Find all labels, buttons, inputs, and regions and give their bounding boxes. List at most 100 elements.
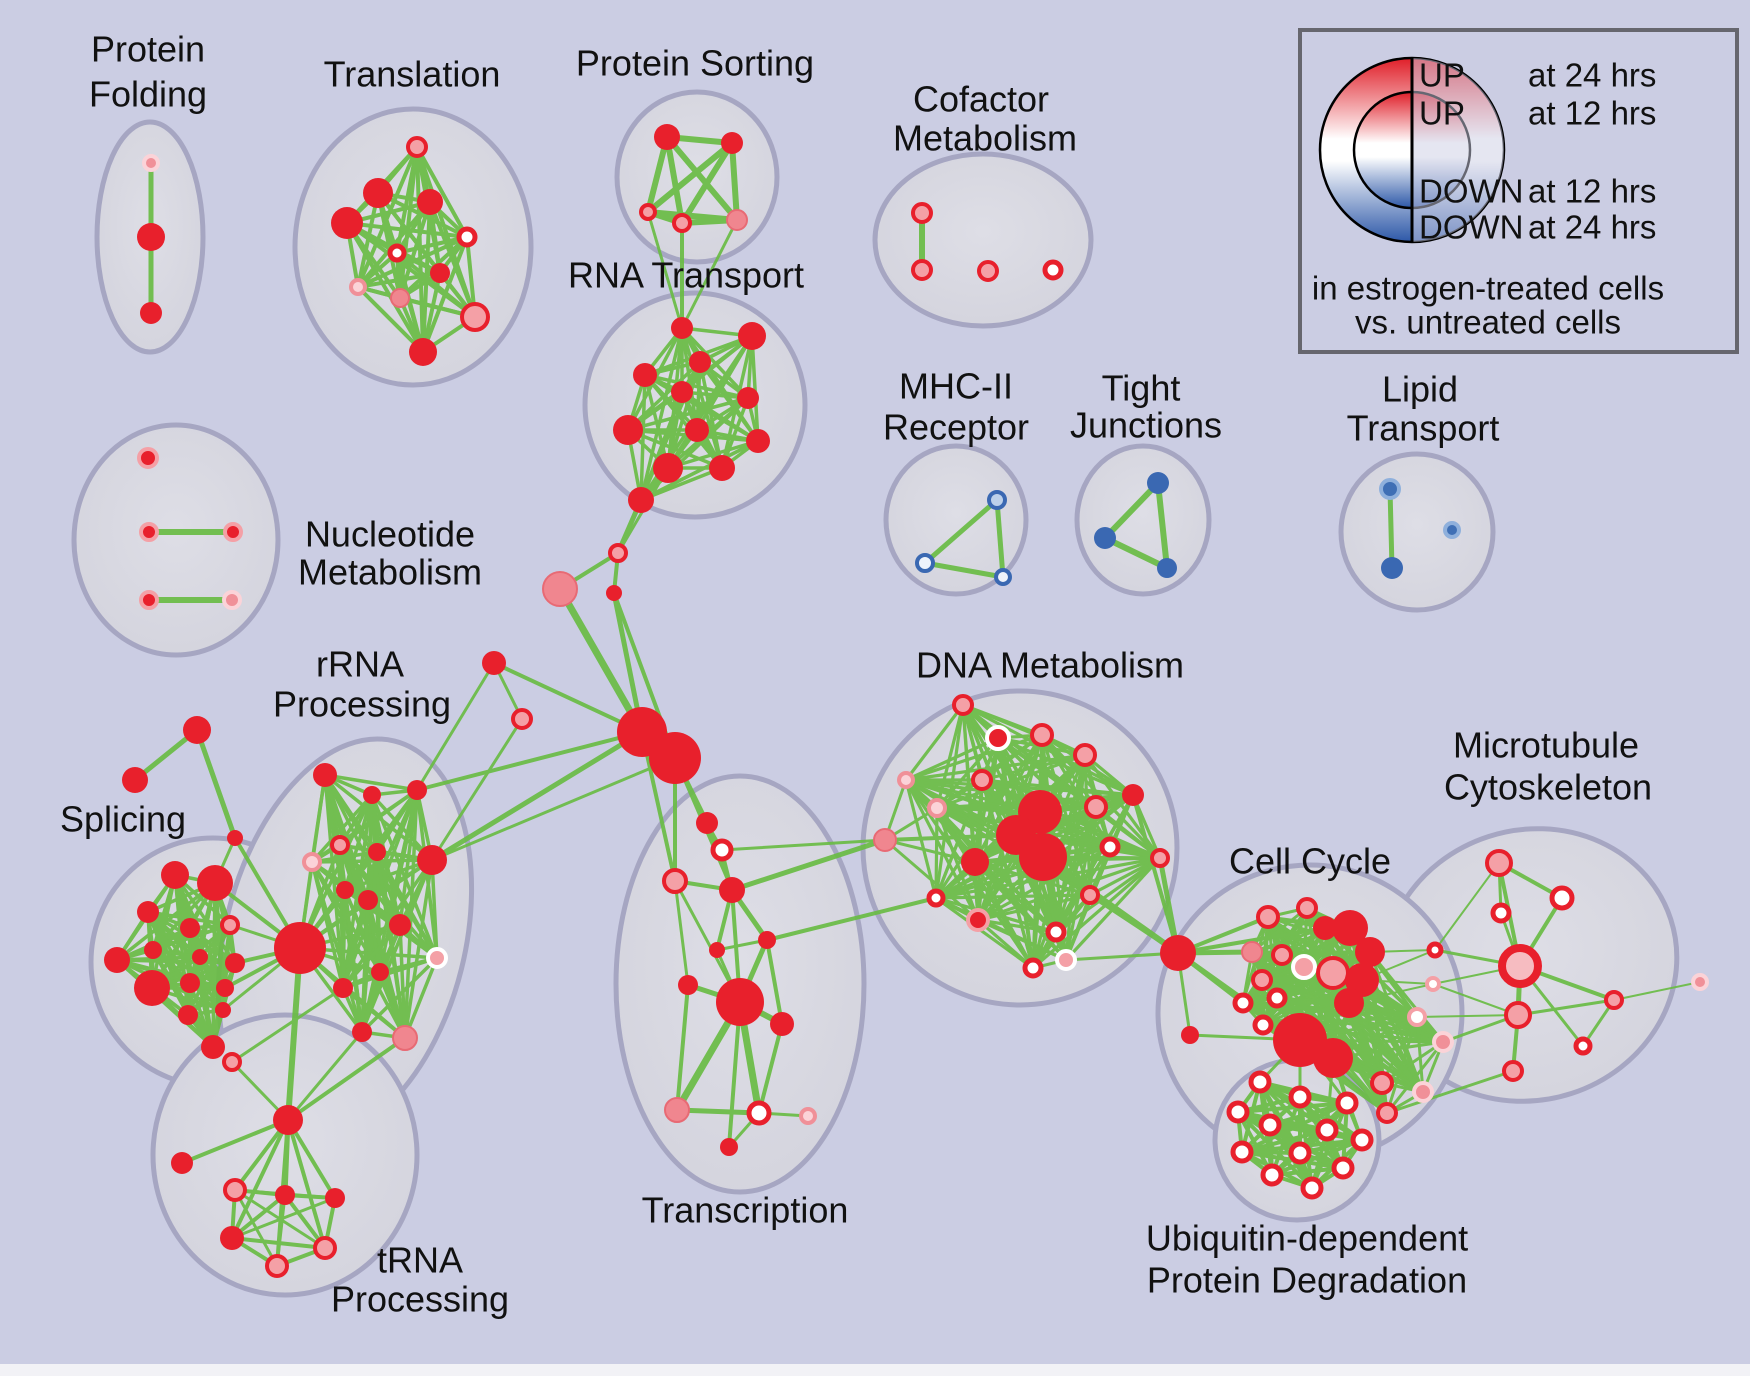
edge-line — [904, 778, 1098, 809]
cluster-label-rt: RNA Transport — [568, 255, 804, 296]
gene-node — [122, 767, 148, 793]
node-layer — [104, 124, 1709, 1278]
gene-node — [911, 202, 933, 224]
gene-node — [1226, 1100, 1250, 1124]
gene-node — [653, 453, 683, 483]
edge-line — [556, 585, 646, 736]
legend-direction-label: DOWN — [1419, 209, 1523, 246]
gene-node — [758, 931, 776, 949]
cluster-ellipse-lp — [1338, 451, 1496, 613]
gene-node — [672, 213, 692, 233]
cluster-label-tj: Tight — [1102, 368, 1181, 409]
edge-line — [310, 860, 407, 1040]
gene-node — [192, 949, 208, 965]
edge-line — [643, 373, 750, 400]
gene-node — [325, 1188, 345, 1208]
gene-node — [926, 888, 946, 908]
gene-node — [1316, 956, 1350, 990]
gene-node — [460, 302, 490, 332]
gene-node — [1604, 990, 1624, 1010]
gene-node — [709, 455, 735, 481]
edge-line — [980, 753, 1087, 782]
gene-node — [313, 763, 337, 787]
gene-node — [927, 798, 947, 818]
gene-node — [387, 243, 407, 263]
edge-line — [395, 235, 469, 255]
gene-node — [1432, 1031, 1454, 1053]
gene-node — [709, 942, 725, 958]
edge-line — [360, 970, 382, 1034]
gene-node — [985, 725, 1011, 751]
edge-line — [664, 134, 740, 223]
gene-node — [349, 278, 367, 296]
gene-node — [737, 387, 759, 409]
gene-node — [689, 351, 711, 373]
gene-node — [1504, 1001, 1532, 1029]
edge-line — [1385, 1015, 1419, 1115]
edge-line — [640, 730, 677, 883]
legend-caption: in estrogen-treated cells — [1312, 270, 1664, 307]
edge-line — [976, 856, 1162, 922]
gene-node — [911, 259, 933, 281]
edge-line — [1176, 926, 1327, 955]
edge-line — [664, 134, 685, 226]
gene-node — [664, 1097, 690, 1123]
edge-line — [645, 140, 735, 215]
gene-node — [1370, 1071, 1394, 1095]
edge-line — [286, 1036, 407, 1122]
edge-line — [673, 879, 690, 987]
edge-line — [1040, 733, 1092, 897]
edge-line — [973, 733, 1044, 864]
edge-line — [679, 140, 735, 226]
edge-line — [1054, 856, 1162, 934]
gene-node — [220, 915, 240, 935]
gene-node — [368, 843, 386, 861]
edge-line — [729, 837, 888, 893]
edge-line — [922, 560, 1006, 580]
edge-line — [626, 396, 750, 432]
gene-node — [222, 1052, 242, 1072]
edge-line — [1031, 856, 1162, 970]
cluster-label-tr: Translation — [324, 54, 501, 95]
edge-line — [1380, 1015, 1419, 1085]
gene-node — [313, 1236, 337, 1260]
edge-line — [194, 727, 238, 841]
gene-node — [726, 209, 748, 231]
edge-line — [976, 918, 1068, 962]
gene-node — [633, 363, 657, 387]
cluster-label-mh: MHC-II — [899, 366, 1013, 407]
gene-node — [1073, 743, 1097, 767]
gene-node — [201, 1035, 225, 1059]
edge-line — [1368, 950, 1445, 1044]
edge-line — [976, 918, 1058, 934]
edge-line — [666, 439, 760, 470]
gene-node — [273, 1105, 303, 1135]
gene-node — [389, 914, 411, 936]
gene-node — [363, 178, 393, 208]
cluster-label-cc: Cell Cycle — [1229, 841, 1391, 882]
edge-line — [415, 730, 644, 792]
gene-node — [417, 845, 447, 875]
gene-node — [719, 877, 745, 903]
gene-node — [1502, 1060, 1524, 1082]
cluster-label-rr: rRNA — [316, 644, 404, 685]
cluster-label-ub: Ubiquitin-dependent — [1146, 1218, 1468, 1259]
edge-line — [198, 955, 225, 1012]
gene-node — [873, 828, 897, 852]
gene-node — [961, 848, 989, 876]
edge-line — [233, 1188, 327, 1250]
gene-node — [977, 260, 999, 282]
gene-node — [430, 263, 450, 283]
gene-node — [1288, 1141, 1312, 1165]
edge-line — [765, 938, 784, 1026]
edge-line — [492, 661, 644, 734]
gene-node — [183, 716, 211, 744]
gene-node — [987, 490, 1007, 510]
gene-node — [1313, 1038, 1353, 1078]
edge-line — [356, 285, 425, 354]
gene-node — [265, 1254, 289, 1278]
gene-node — [1122, 784, 1144, 806]
cluster-label-rr: Processing — [273, 684, 451, 725]
